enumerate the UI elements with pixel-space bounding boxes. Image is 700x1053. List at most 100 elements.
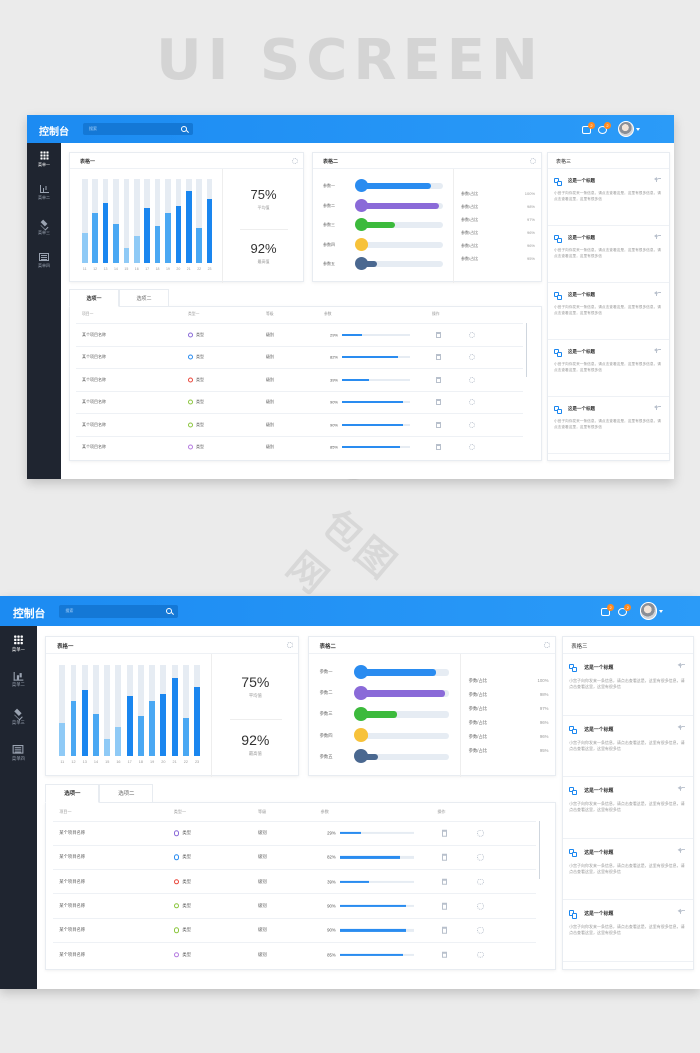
announcement-item[interactable]: 这是一个标题 小宫子向你发来一条信息，请点击查看这是，这里有很多信息，请点击查看这… <box>562 777 694 839</box>
gear-icon[interactable] <box>469 354 475 361</box>
announcement-item[interactable]: 这是一个标题 小宫子向你发来一条信息，请点击查看这是，这里有很多信息，请点击查看这… <box>548 283 669 340</box>
table-row[interactable]: 某个项目名称 类型 级别 29% <box>76 323 523 346</box>
trash-icon[interactable] <box>436 421 441 428</box>
chart-bar[interactable] <box>93 714 99 756</box>
trash-icon[interactable] <box>436 399 441 406</box>
chart-bar[interactable] <box>123 247 130 263</box>
chart-bar[interactable] <box>194 686 201 756</box>
announcement-item[interactable]: 这是一个标题 小宫子向你发来一条信息，请点击查看这是，这里有很多信息，请点击查看这… <box>548 169 669 226</box>
gear-icon[interactable] <box>477 829 484 837</box>
chart-bar[interactable] <box>92 212 98 263</box>
gear-icon[interactable] <box>469 376 475 383</box>
trash-icon[interactable] <box>441 927 448 934</box>
table-row[interactable]: 某个项目名称 类型 级别 90% <box>52 917 536 942</box>
chart-bar[interactable] <box>115 726 122 756</box>
chart-bar[interactable] <box>144 207 150 263</box>
chart-bar[interactable] <box>175 205 182 263</box>
chart-bar[interactable] <box>126 695 133 756</box>
table-row[interactable]: 某个项目名称 类型 级别 90% <box>76 413 523 436</box>
trash-icon[interactable] <box>436 444 441 451</box>
chart-bar[interactable] <box>104 739 111 756</box>
gear-icon[interactable] <box>477 951 484 958</box>
reply-icon[interactable] <box>654 234 661 239</box>
chart-bar[interactable] <box>154 226 161 263</box>
table-row[interactable]: 某个项目名称 类型 级别 82% <box>52 844 536 869</box>
gear-icon[interactable] <box>477 902 484 910</box>
table-row[interactable]: 某个项目名称 类型 级别 85% <box>76 435 523 459</box>
announcement-item[interactable]: 这是一个标题 小宫子向你发来一条信息，请点击查看这是，这里有很多信息，请点击查看这… <box>548 226 669 283</box>
user-avatar[interactable] <box>618 121 634 137</box>
chart-bar[interactable] <box>149 701 156 756</box>
trash-icon[interactable] <box>436 331 441 338</box>
tab-option-2[interactable]: 选项二 <box>119 289 169 307</box>
announcement-item[interactable]: 这是一个标题 小宫子向你发来一条信息，请点击查看这是，这里有很多信息，请点击查看这… <box>562 654 694 716</box>
table-row[interactable]: 某个项目名称 类型 级别 29% <box>52 820 536 845</box>
trash-icon[interactable] <box>436 354 441 361</box>
sidebar-item-3[interactable]: 菜单三 <box>27 219 61 236</box>
notification-icon[interactable] <box>600 607 610 616</box>
gear-icon[interactable] <box>469 444 475 451</box>
chart-bar[interactable] <box>196 227 202 263</box>
sidebar-item-1[interactable]: 菜单一 <box>27 151 61 168</box>
chart-bar[interactable] <box>134 236 140 263</box>
gear-icon[interactable] <box>477 927 484 934</box>
announcement-item[interactable]: 这是一个标题 小宫子向你发来一条信息，请点击查看这是，这里有很多信息，请点击查看这… <box>548 340 669 397</box>
gear-icon[interactable] <box>292 158 298 164</box>
trash-icon[interactable] <box>441 854 448 861</box>
sidebar-item-2[interactable]: 菜单二 <box>27 185 61 201</box>
gear-icon[interactable] <box>286 642 294 649</box>
reply-icon[interactable] <box>677 785 685 792</box>
chart-bar[interactable] <box>113 224 119 263</box>
trash-icon[interactable] <box>436 376 441 383</box>
sidebar-item-2[interactable]: 菜单二 <box>0 671 37 689</box>
announcement-item[interactable]: 这是一个标题 小宫子向你发来一条信息，请点击查看这是，这里有很多信息，请点击查看这… <box>562 716 694 778</box>
settings-icon[interactable] <box>617 607 627 616</box>
sidebar-item-1[interactable]: 菜单一 <box>0 634 37 653</box>
chart-bar[interactable] <box>82 232 88 263</box>
notification-icon[interactable] <box>582 126 591 134</box>
tab-option-1[interactable]: 选项一 <box>45 783 100 804</box>
reply-icon[interactable] <box>677 662 685 669</box>
sidebar-item-4[interactable]: 菜单四 <box>0 745 37 762</box>
tab-option-1[interactable]: 选项一 <box>69 289 119 307</box>
reply-icon[interactable] <box>654 177 661 182</box>
table-scrollbar[interactable] <box>538 820 541 879</box>
chart-bar[interactable] <box>171 677 178 756</box>
gear-icon[interactable] <box>469 399 475 406</box>
reply-icon[interactable] <box>654 405 661 410</box>
table-row[interactable]: 某个项目名称 类型 级别 82% <box>76 345 523 369</box>
chart-bar[interactable] <box>137 715 144 756</box>
search-icon[interactable] <box>166 608 173 615</box>
chart-bar[interactable] <box>186 190 192 263</box>
tab-option-2[interactable]: 选项二 <box>99 783 154 804</box>
search-input[interactable]: 搜索 <box>59 604 179 618</box>
chart-bar[interactable] <box>165 212 171 263</box>
reply-icon[interactable] <box>654 348 661 353</box>
reply-icon[interactable] <box>677 724 685 730</box>
chart-bar[interactable] <box>81 690 88 756</box>
table-row[interactable]: 某个项目名称 类型 级别 90% <box>76 390 523 414</box>
settings-icon[interactable] <box>598 126 607 134</box>
table-row[interactable]: 某个项目名称 类型 级别 85% <box>52 942 536 966</box>
search-icon[interactable] <box>181 126 187 132</box>
reply-icon[interactable] <box>677 908 685 915</box>
chart-bar[interactable] <box>59 723 66 756</box>
trash-icon[interactable] <box>441 902 448 910</box>
chevron-down-icon[interactable] <box>658 610 663 614</box>
gear-icon[interactable] <box>469 331 475 338</box>
reply-icon[interactable] <box>654 291 661 296</box>
gear-icon[interactable] <box>543 642 551 649</box>
announcement-item[interactable]: 这是一个标题 小宫子向你发来一条信息，请点击查看这是，这里有很多信息，请点击查看这… <box>562 900 694 963</box>
chart-bar[interactable] <box>70 701 77 756</box>
chart-bar[interactable] <box>160 694 167 756</box>
gear-icon[interactable] <box>530 158 536 164</box>
table-row[interactable]: 某个项目名称 类型 级别 90% <box>52 893 536 917</box>
gear-icon[interactable] <box>477 854 484 861</box>
chart-bar[interactable] <box>182 717 189 756</box>
gear-icon[interactable] <box>469 421 475 428</box>
announcement-item[interactable]: 这是一个标题 小宫子向你发来一条信息，请点击查看这是，这里有很多信息，请点击查看这… <box>548 397 669 454</box>
sidebar-item-4[interactable]: 菜单四 <box>27 253 61 269</box>
sidebar-item-3[interactable]: 菜单三 <box>0 708 37 726</box>
trash-icon[interactable] <box>441 951 448 958</box>
announcement-item[interactable]: 这是一个标题 小宫子向你发来一条信息，请点击查看这是，这里有很多信息，请点击查看这… <box>562 839 694 901</box>
